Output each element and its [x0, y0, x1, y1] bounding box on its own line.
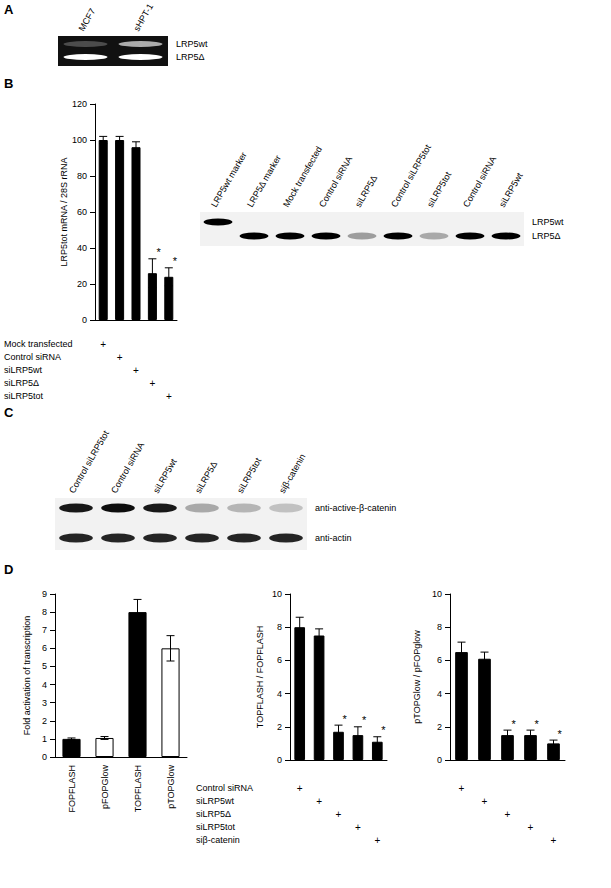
svg-text:Control siRNA: Control siRNA [461, 155, 498, 209]
html-text:siLRP5tot: siLRP5tot [4, 391, 43, 401]
svg-text:*: * [362, 714, 367, 726]
html-text:siLRP5Δ: siLRP5Δ [4, 378, 39, 388]
svg-text:Fold activation of transcripti: Fold activation of transcription [22, 616, 32, 736]
svg-text:pFOPGlow: pFOPGlow [100, 765, 110, 810]
svg-text:siLRP5Δ: siLRP5Δ [353, 174, 379, 209]
svg-text:LRP5tot mRNA / 28S rRNA: LRP5tot mRNA / 28S rRNA [59, 157, 69, 266]
svg-text:2: 2 [42, 716, 47, 726]
svg-text:8: 8 [42, 607, 47, 617]
html-text:Control siRNA: Control siRNA [196, 783, 253, 793]
html-text:siLRP5wt: siLRP5wt [196, 796, 234, 806]
svg-text:80: 80 [77, 171, 87, 181]
html-text:A: A [4, 2, 14, 17]
svg-text:10: 10 [432, 589, 442, 599]
svg-text:Control siRNA: Control siRNA [109, 441, 146, 495]
svg-text:8: 8 [437, 622, 442, 632]
html-text:D: D [4, 562, 14, 577]
html-text:Mock transfected: Mock transfected [4, 339, 73, 349]
svg-text:FOPFLASH: FOPFLASH [67, 765, 77, 813]
svg-text:*: * [381, 724, 386, 736]
svg-text:siLRP5wt: siLRP5wt [497, 171, 525, 209]
svg-text:60: 60 [77, 207, 87, 217]
svg-text:6: 6 [277, 655, 282, 665]
svg-text:*: * [512, 718, 517, 730]
svg-text:siLRP5tot: siLRP5tot [235, 456, 263, 495]
svg-text:siLRP5Δ: siLRP5Δ [193, 460, 219, 495]
svg-text:0: 0 [82, 315, 87, 325]
html-text:Control siRNA: Control siRNA [4, 352, 61, 362]
svg-text:3: 3 [42, 698, 47, 708]
svg-text:Control siLRP5tot: Control siLRP5tot [389, 142, 433, 209]
svg-text:0: 0 [42, 752, 47, 762]
svg-text:pTOPGlow: pTOPGlow [166, 765, 176, 809]
svg-text:siLRP5wt: siLRP5wt [151, 457, 179, 495]
svg-text:4: 4 [437, 689, 442, 699]
svg-text:6: 6 [437, 655, 442, 665]
html-text:siLRP5tot: siLRP5tot [196, 822, 235, 832]
svg-text:pTOPGlow / pFOPglow: pTOPGlow / pFOPglow [412, 630, 422, 724]
svg-text:siLRP5tot: siLRP5tot [425, 170, 453, 209]
svg-text:siβ-catenin: siβ-catenin [277, 452, 308, 495]
svg-text:TOPFLASH / FOPFLASH: TOPFLASH / FOPFLASH [255, 626, 265, 728]
svg-text:10: 10 [272, 589, 282, 599]
svg-text:4: 4 [277, 689, 282, 699]
html-text:B: B [4, 76, 14, 91]
svg-text:*: * [156, 246, 161, 258]
svg-text:8: 8 [277, 622, 282, 632]
svg-text:2: 2 [277, 722, 282, 732]
svg-text:6: 6 [42, 643, 47, 653]
svg-text:anti-active-β-catenin: anti-active-β-catenin [315, 503, 396, 513]
svg-text:Mock transfected: Mock transfected [281, 145, 324, 209]
svg-text:LRP5wt marker: LRP5wt marker [209, 150, 249, 209]
svg-text:9: 9 [42, 589, 47, 599]
svg-text:LRP5Δ: LRP5Δ [532, 231, 561, 241]
svg-text:Control siRNA: Control siRNA [317, 155, 354, 209]
svg-text:anti-actin: anti-actin [315, 533, 352, 543]
svg-text:7: 7 [42, 625, 47, 635]
svg-text:20: 20 [77, 279, 87, 289]
html-text:C: C [4, 405, 14, 420]
svg-text:LRP5wt: LRP5wt [176, 39, 208, 49]
svg-text:40: 40 [77, 243, 87, 253]
svg-text:0: 0 [277, 755, 282, 765]
svg-text:*: * [173, 255, 178, 267]
svg-text:5: 5 [42, 661, 47, 671]
svg-text:2: 2 [437, 722, 442, 732]
svg-text:Control siLRP5tot: Control siLRP5tot [67, 428, 111, 495]
svg-text:MCF7: MCF7 [77, 7, 98, 33]
html-text:siLRP5wt: siLRP5wt [4, 365, 42, 375]
svg-text:LRP5wt: LRP5wt [532, 217, 564, 227]
svg-text:0: 0 [437, 755, 442, 765]
svg-text:*: * [535, 718, 540, 730]
svg-text:120: 120 [72, 99, 87, 109]
svg-text:LRP5Δ marker: LRP5Δ marker [245, 153, 283, 209]
html-text:siLRP5Δ: siLRP5Δ [196, 809, 231, 819]
svg-text:TOPFLASH: TOPFLASH [133, 765, 143, 812]
svg-text:LRP5Δ: LRP5Δ [176, 52, 205, 62]
svg-text:1: 1 [42, 734, 47, 744]
svg-text:100: 100 [72, 135, 87, 145]
svg-text:sHPT-1: sHPT-1 [132, 2, 156, 33]
html-text:siβ-catenin: siβ-catenin [196, 835, 240, 845]
svg-text:4: 4 [42, 680, 47, 690]
svg-text:*: * [558, 728, 563, 740]
svg-text:*: * [343, 713, 348, 725]
